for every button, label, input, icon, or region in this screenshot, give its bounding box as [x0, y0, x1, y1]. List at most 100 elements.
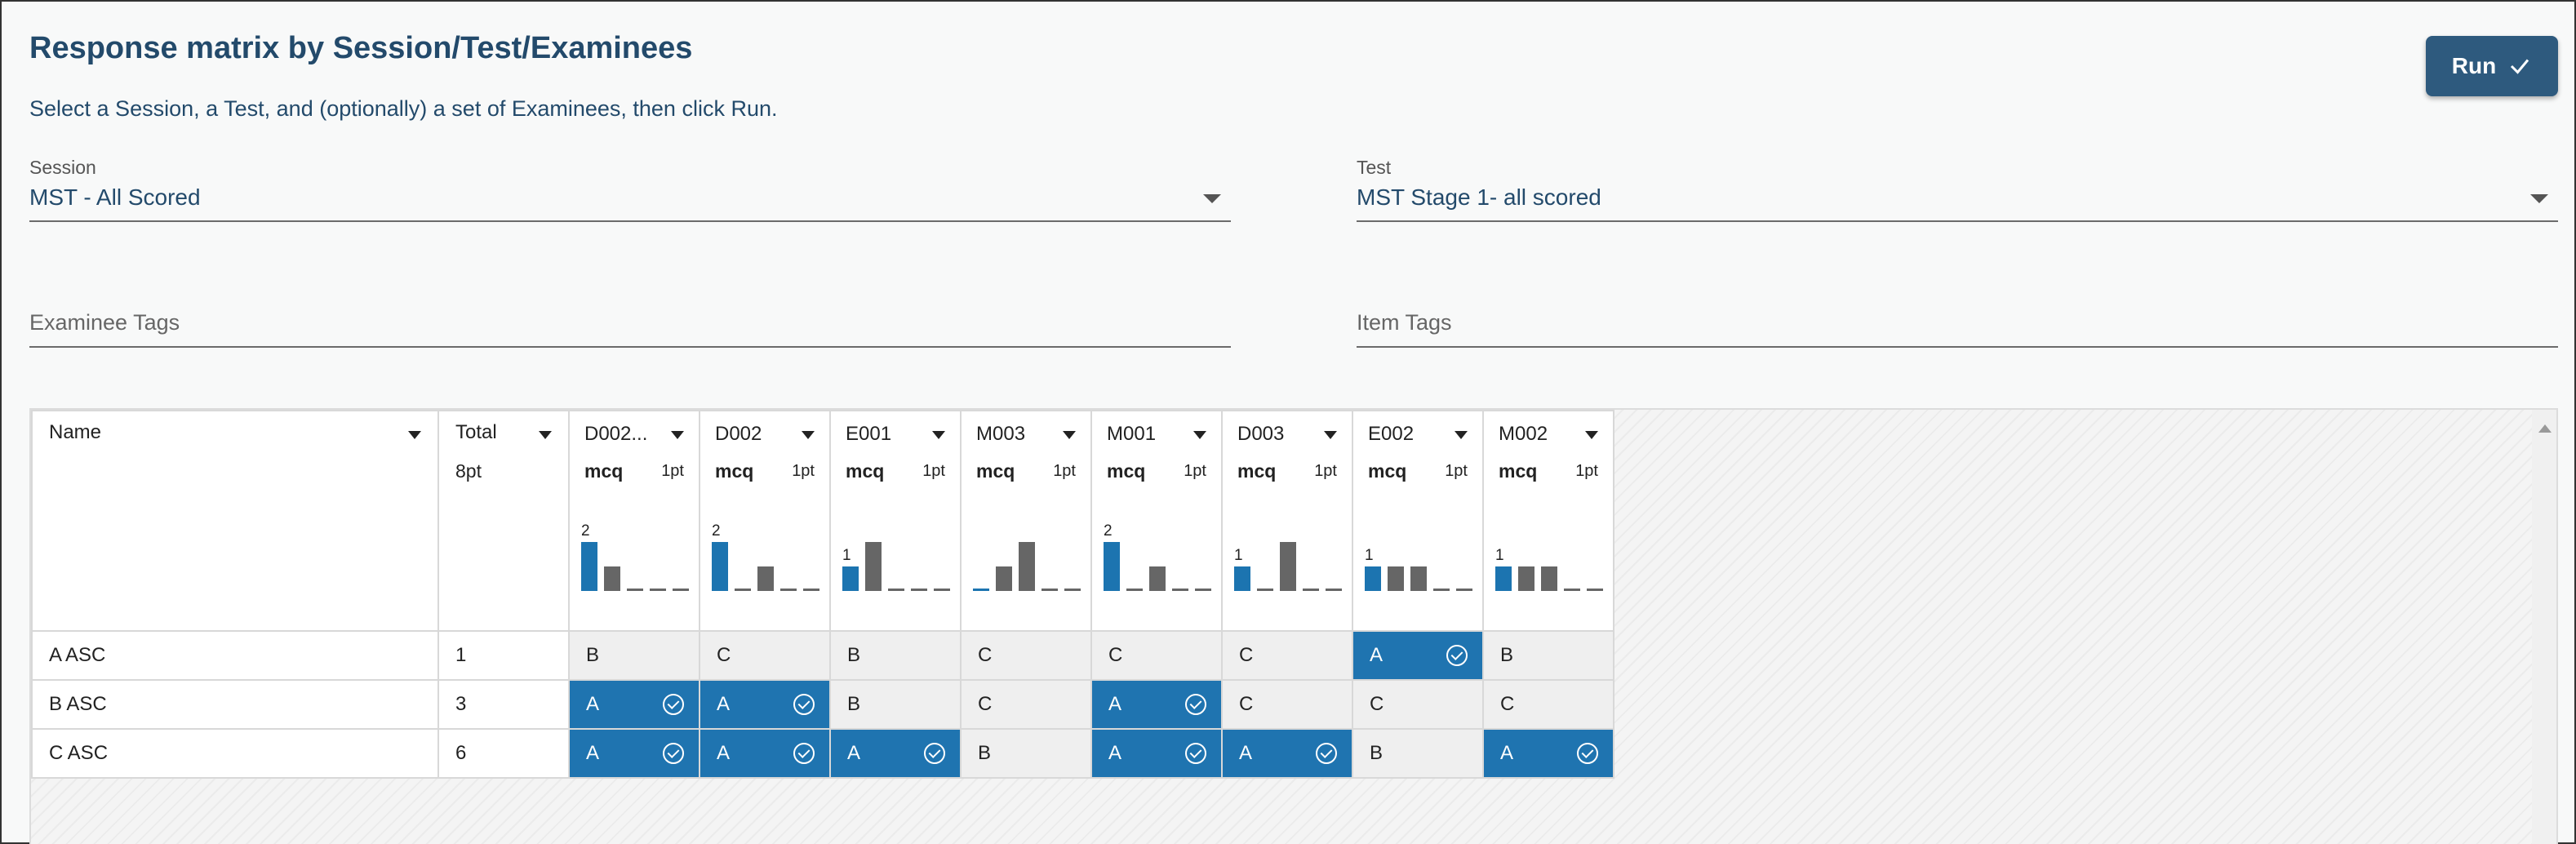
item-id: M003 [976, 423, 1026, 445]
check-circle-icon [663, 694, 684, 715]
check-circle-icon [793, 694, 815, 715]
run-button[interactable]: Run [2426, 36, 2558, 96]
histogram-bar [650, 589, 666, 591]
response-value: C [1370, 693, 1384, 715]
item-id: M002 [1499, 423, 1548, 445]
histogram-bar [1495, 566, 1512, 591]
item-column-header[interactable]: D003 mcq 1pt 1 [1221, 410, 1353, 632]
test-label: Test [1357, 157, 1392, 178]
run-label: Run [2451, 53, 2497, 78]
response-cell[interactable]: C [1482, 679, 1614, 730]
response-grid: Name Total 8pt D002... mcq 1pt 2 D002 mc… [29, 408, 2558, 844]
response-cell[interactable]: A [699, 728, 831, 779]
examinee-name: C ASC [31, 728, 439, 779]
examinee-total: 1 [437, 630, 570, 681]
examinee-total: 6 [437, 728, 570, 779]
sort-arrow-icon[interactable] [1193, 431, 1206, 439]
response-cell[interactable]: C [699, 630, 831, 681]
response-cell[interactable]: C [1352, 679, 1484, 730]
response-cell[interactable]: B [829, 679, 962, 730]
response-value: A [717, 693, 731, 715]
test-select[interactable]: Test MST Stage 1- all scored [1357, 155, 2558, 222]
item-column-header[interactable]: M003 mcq 1pt [960, 410, 1092, 632]
response-cell[interactable]: B [1482, 630, 1614, 681]
item-id: E002 [1368, 423, 1415, 445]
table-row[interactable]: A ASC 1 B C B C C C A B [31, 630, 1614, 681]
response-cell[interactable]: A [1482, 728, 1614, 779]
examinee-total: 3 [437, 679, 570, 730]
response-cell[interactable]: A [1221, 728, 1353, 779]
histogram-bar [780, 589, 797, 591]
histogram-bar [973, 589, 989, 591]
sort-arrow-icon[interactable] [1455, 431, 1468, 439]
response-cell[interactable]: A [1090, 679, 1223, 730]
item-id: E001 [846, 423, 892, 445]
response-cell[interactable]: A [829, 728, 962, 779]
sort-arrow-icon[interactable] [932, 431, 945, 439]
sort-arrow-icon[interactable] [1585, 431, 1598, 439]
item-points: 1pt [1575, 462, 1598, 480]
response-cell[interactable]: C [1090, 630, 1223, 681]
check-circle-icon [1316, 743, 1337, 764]
histogram-bar [1104, 542, 1120, 591]
response-cell[interactable]: B [1352, 728, 1484, 779]
sort-arrow-icon[interactable] [802, 431, 815, 439]
item-type: mcq [1368, 460, 1407, 482]
histogram-bar [1042, 589, 1058, 591]
response-cell[interactable]: A [699, 679, 831, 730]
sort-arrow-icon[interactable] [408, 431, 421, 439]
sort-arrow-icon[interactable] [1324, 431, 1337, 439]
item-type: mcq [1499, 460, 1538, 482]
item-type: mcq [715, 460, 754, 482]
sort-arrow-icon[interactable] [539, 431, 552, 439]
item-id: D002 [715, 423, 762, 445]
response-cell[interactable]: A [568, 728, 700, 779]
histogram-count-label: 2 [712, 522, 721, 540]
histogram-count-label: 1 [1495, 547, 1504, 564]
item-column-header[interactable]: E002 mcq 1pt 1 [1352, 410, 1484, 632]
response-value: A [1239, 742, 1253, 764]
response-value: B [847, 693, 861, 715]
histogram-bar [865, 542, 882, 591]
response-value: C [1500, 693, 1515, 715]
name-header-label: Name [49, 421, 102, 443]
response-value: A [1370, 644, 1383, 666]
item-id: D003 [1237, 423, 1285, 445]
scroll-up-icon[interactable] [2538, 424, 2552, 433]
response-cell[interactable]: C [960, 679, 1092, 730]
item-column-header[interactable]: E001 mcq 1pt 1 [829, 410, 962, 632]
response-cell[interactable]: C [1221, 679, 1353, 730]
response-cell[interactable]: A [1352, 630, 1484, 681]
vertical-scrollbar[interactable] [2532, 410, 2556, 844]
histogram-bar [1564, 589, 1580, 591]
histogram-bar [673, 589, 689, 591]
name-column-header[interactable]: Name [31, 410, 439, 632]
histogram-bar [842, 566, 859, 591]
total-column-header[interactable]: Total 8pt [437, 410, 570, 632]
item-type: mcq [846, 460, 885, 482]
item-points: 1pt [1314, 462, 1337, 480]
table-row[interactable]: C ASC 6 A A A B A A B A [31, 728, 1614, 779]
session-select[interactable]: Session MST - All Scored [29, 155, 1231, 222]
sort-arrow-icon[interactable] [1063, 431, 1076, 439]
histogram-bar [911, 589, 927, 591]
item-points: 1pt [661, 462, 684, 480]
response-cell[interactable]: B [568, 630, 700, 681]
histogram-bar [712, 542, 728, 591]
response-cell[interactable]: C [1221, 630, 1353, 681]
item-column-header[interactable]: D002... mcq 1pt 2 [568, 410, 700, 632]
examinee-tags-input[interactable]: Examinee Tags [29, 295, 1231, 348]
item-column-header[interactable]: M001 mcq 1pt 2 [1090, 410, 1223, 632]
response-cell[interactable]: A [568, 679, 700, 730]
response-cell[interactable]: B [829, 630, 962, 681]
response-cell[interactable]: A [1090, 728, 1223, 779]
item-column-header[interactable]: M002 mcq 1pt 1 [1482, 410, 1614, 632]
response-value: B [586, 644, 600, 666]
response-cell[interactable]: C [960, 630, 1092, 681]
check-circle-icon [924, 743, 945, 764]
table-row[interactable]: B ASC 3 A A B C A C C C [31, 679, 1614, 730]
item-tags-input[interactable]: Item Tags [1357, 295, 2558, 348]
item-column-header[interactable]: D002 mcq 1pt 2 [699, 410, 831, 632]
sort-arrow-icon[interactable] [671, 431, 684, 439]
response-cell[interactable]: B [960, 728, 1092, 779]
